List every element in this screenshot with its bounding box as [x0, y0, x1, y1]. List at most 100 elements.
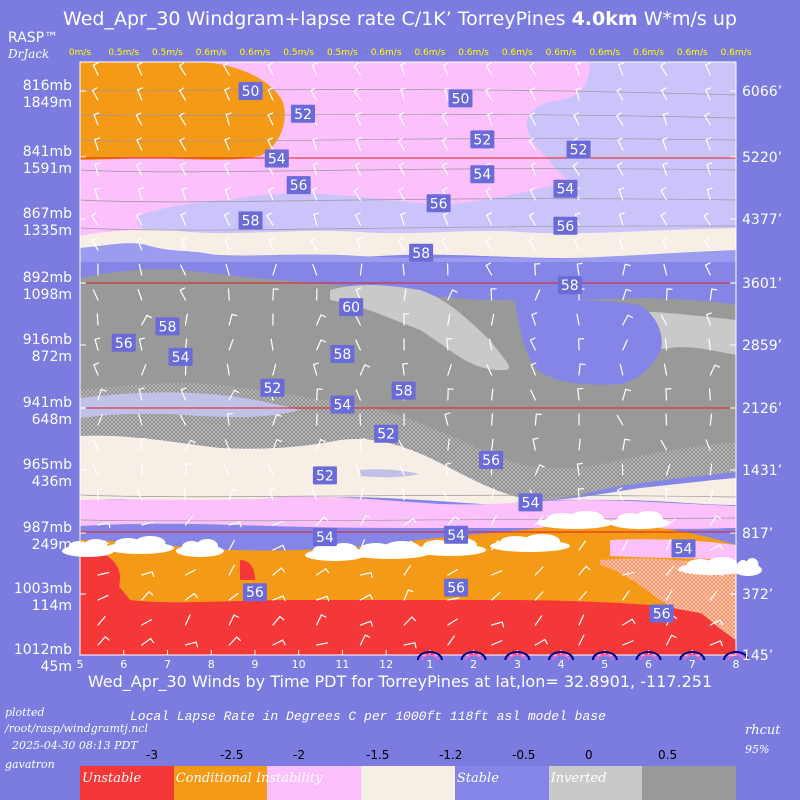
- isotherm-label-box: [238, 211, 263, 230]
- cloud-part: [84, 539, 108, 553]
- wind-barb: [180, 214, 187, 226]
- wind-barb-flag: [662, 162, 669, 166]
- wind-barb: [444, 413, 449, 426]
- isotherm-label: 60: [339, 298, 364, 317]
- altitude-ft-label: 2859’: [742, 338, 782, 354]
- cloud-part: [384, 541, 420, 555]
- wind-barb: [141, 314, 148, 326]
- wind-barb-flag: [151, 571, 155, 578]
- wind-barb-flag: [625, 288, 632, 292]
- wind-barb-flag: [319, 439, 326, 443]
- wind-barb-flag: [706, 312, 713, 316]
- wind-barb: [226, 363, 230, 376]
- wind-barb: [529, 189, 536, 201]
- wind-barb: [272, 615, 281, 626]
- isotherm-label: 56: [286, 176, 311, 195]
- wind-barb: [578, 614, 585, 626]
- wind-barb: [353, 65, 361, 76]
- wind-barb: [402, 263, 405, 276]
- wind-barb-flag: [529, 112, 536, 116]
- w-star-value: 0.6m/s: [546, 48, 577, 58]
- w-star-value: 0.6m/s: [721, 48, 752, 58]
- wind-barb: [487, 114, 493, 126]
- wind-barb: [489, 338, 493, 351]
- thermal-arc: [723, 651, 749, 661]
- wind-barb-flag: [355, 137, 362, 141]
- wind-barb: [578, 540, 587, 551]
- wind-barb: [311, 489, 318, 501]
- plotted-path: /root/rasp/windgramtj.ncl: [5, 722, 148, 735]
- wind-barb: [355, 339, 361, 351]
- wind-barb: [709, 488, 714, 501]
- wind-barb-flag: [659, 62, 666, 67]
- wind-barb: [180, 164, 187, 176]
- w-star-value: 0.6m/s: [240, 48, 271, 58]
- wind-barb-flag: [189, 439, 196, 444]
- thermal-arc-icon: [460, 651, 487, 661]
- wind-barb: [703, 215, 711, 226]
- wind-barb: [622, 640, 634, 646]
- wind-barb-flag: [575, 87, 582, 91]
- wind-barb: [310, 239, 318, 251]
- isotherm-label-box: [260, 378, 285, 397]
- isotherm-label-text: 56: [430, 196, 448, 212]
- cloud-part: [524, 534, 560, 548]
- wind-barb: [447, 363, 452, 376]
- altitude-m-label: 1849m: [23, 95, 72, 111]
- wind-barb: [665, 589, 673, 601]
- wind-barb: [92, 439, 99, 451]
- wind-barb: [94, 163, 99, 176]
- wind-barb-flag: [223, 62, 229, 67]
- x-tick-label: 11: [335, 658, 349, 671]
- wind-barb: [530, 164, 536, 176]
- pressure-label: 841mb: [23, 144, 72, 160]
- wind-barb: [137, 89, 143, 101]
- wind-barb: [529, 339, 536, 351]
- wind-barb-flag: [136, 137, 143, 141]
- wind-barb: [227, 288, 230, 301]
- wind-barb-flag: [407, 589, 414, 593]
- wind-barb-flag: [441, 112, 447, 117]
- isotherm-label-box: [155, 317, 180, 336]
- wind-barb: [312, 163, 318, 176]
- wind-barb-flag: [414, 642, 417, 649]
- wind-barb: [359, 438, 362, 451]
- wind-barb-flag: [528, 237, 534, 242]
- wind-barb: [486, 214, 493, 226]
- wind-barbs: [91, 62, 723, 649]
- isotherm-label: 58: [557, 276, 582, 295]
- wind-barb: [578, 634, 585, 646]
- wind-barb-flag: [310, 87, 316, 92]
- isotherm-label-box: [557, 276, 582, 295]
- wind-barb: [272, 595, 284, 601]
- wind-barb: [397, 140, 405, 151]
- wind-barb: [491, 438, 494, 451]
- wind-barb: [354, 314, 361, 326]
- wind-barb-flag: [94, 337, 101, 341]
- pressure-label: 941mb: [23, 395, 72, 411]
- wind-barb: [534, 289, 541, 301]
- isotherm-label-text: 52: [473, 132, 491, 148]
- wind-barb: [228, 339, 234, 351]
- w-star-value: 0.5m/s: [327, 48, 358, 58]
- wind-barb: [663, 363, 668, 376]
- wind-barb: [573, 114, 580, 126]
- wind-barb: [402, 488, 405, 501]
- wind-barb: [272, 413, 278, 426]
- wind-barb-flag: [397, 137, 404, 142]
- isotherm-label: 52: [260, 378, 285, 397]
- isotherm-label-box: [339, 298, 364, 317]
- wind-barb-flag: [136, 62, 143, 66]
- pressure-label: 1003mb: [14, 581, 72, 597]
- legend-label: Inverted: [550, 771, 607, 786]
- wind-barb: [226, 413, 230, 426]
- wind-barb-flag: [138, 337, 146, 340]
- wind-barb: [136, 64, 143, 76]
- wind-barb: [136, 214, 143, 226]
- wind-barb-flag: [310, 237, 317, 242]
- wind-barb-flag: [398, 162, 405, 166]
- wind-barb: [137, 239, 143, 251]
- wind-barb: [622, 618, 633, 626]
- wind-barb: [708, 388, 711, 401]
